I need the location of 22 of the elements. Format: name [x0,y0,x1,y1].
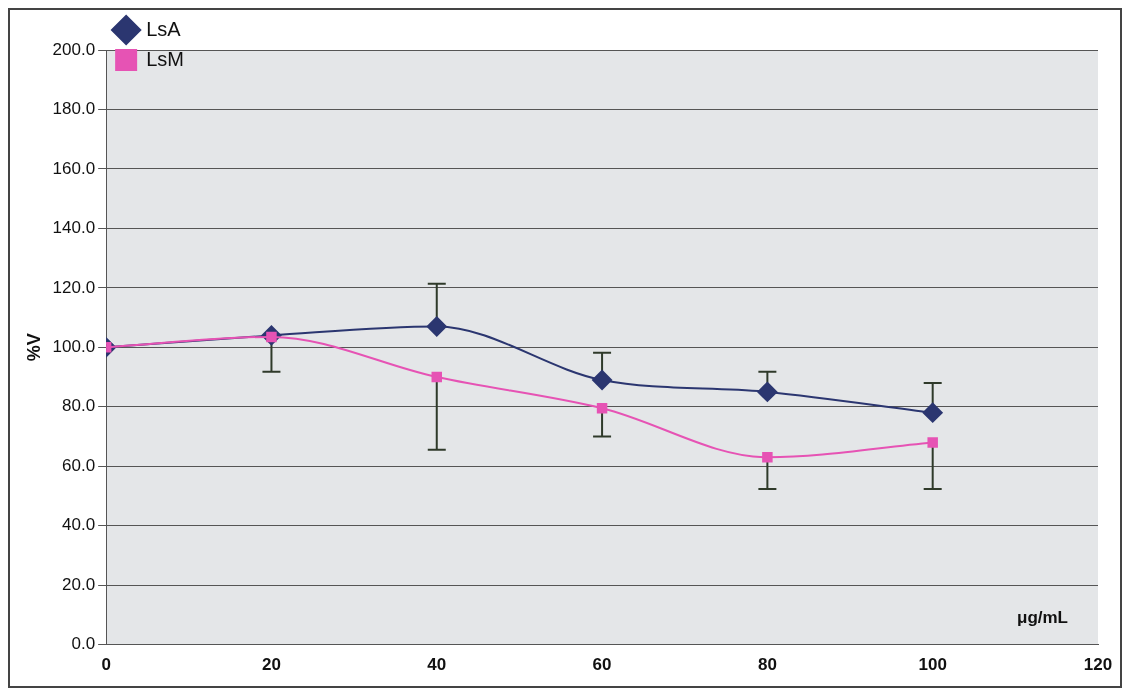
y-tick-label: 180.0 [52,99,96,119]
y-axis-title: %V [23,333,44,362]
legend-label: LsM [146,47,184,70]
x-tick-label: 20 [261,655,281,675]
x-tick-label: 60 [592,655,612,675]
x-tick-label: 40 [427,655,447,675]
y-tick-label: 140.0 [52,218,96,238]
x-axis-title: μg/mL [1016,607,1068,627]
x-tick-label: 120 [1083,655,1113,675]
x-tick-label: 100 [918,655,947,675]
x-tick-label: 80 [757,655,777,675]
y-tick-label: 0.0 [71,634,96,654]
y-tick-label: 20.0 [62,574,96,594]
y-tick-label: 160.0 [52,158,96,178]
y-tick-label: 200.0 [52,39,96,59]
legend-label: LsA [146,17,182,40]
x-tick-label: 0 [101,655,111,675]
y-tick-label: 40.0 [62,515,96,535]
y-tick-label: 120.0 [52,277,96,297]
y-tick-label: 100.0 [52,336,96,356]
y-tick-label: 80.0 [62,396,96,416]
y-tick-label: 60.0 [62,455,96,475]
